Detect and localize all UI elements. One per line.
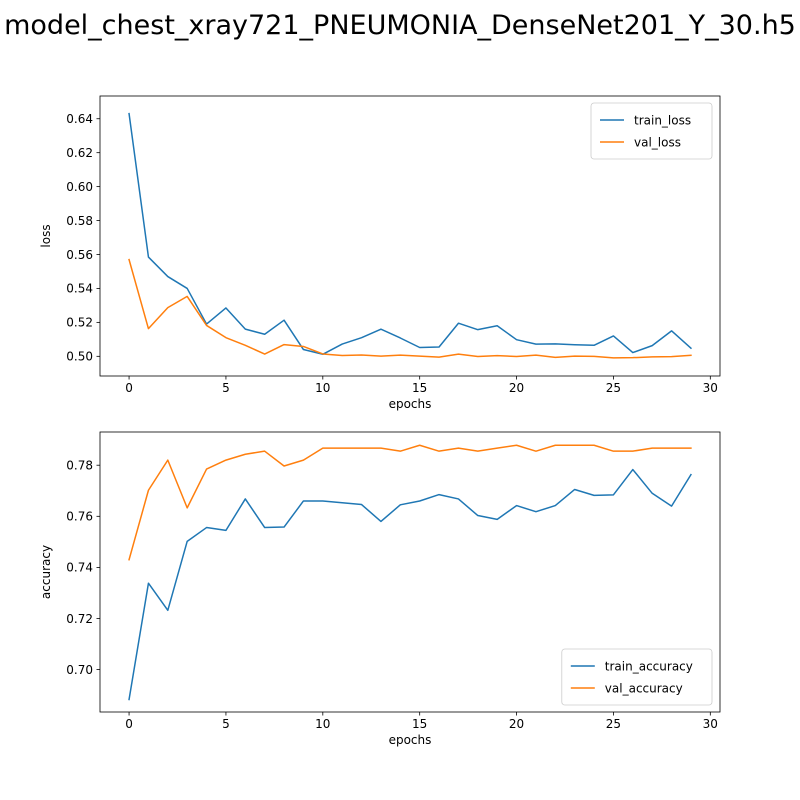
x-tick-label: 10	[315, 717, 330, 731]
series-line-val_loss	[128, 258, 692, 359]
series-line-train_accuracy	[128, 468, 692, 701]
y-tick-label: 0.70	[66, 663, 93, 677]
legend-label-train_loss: train_loss	[634, 113, 691, 127]
y-tick-label: 0.74	[66, 561, 93, 575]
axes-frame	[99, 95, 721, 377]
y-tick-label: 0.52	[66, 316, 93, 330]
axes-frame	[99, 431, 721, 713]
y-axis-label: loss	[39, 224, 53, 247]
y-tick-label: 0.54	[66, 282, 93, 296]
legend: train_accuracy val_accuracy	[561, 648, 713, 706]
y-tick-label: 0.64	[66, 112, 93, 126]
x-tick-label: 25	[606, 717, 621, 731]
x-tick-label: 25	[606, 381, 621, 395]
x-tick-label: 30	[703, 381, 718, 395]
legend-box	[590, 102, 713, 160]
figure-title: model_chest_xray721_PNEUMONIA_DenseNet20…	[4, 10, 796, 41]
x-tick-label: 5	[222, 381, 230, 395]
x-tick-label: 20	[509, 717, 524, 731]
x-tick-label: 0	[125, 381, 133, 395]
x-axis-label: epochs	[389, 733, 432, 747]
x-tick-label: 5	[222, 717, 230, 731]
legend: train_loss val_loss	[590, 102, 713, 160]
y-tick-label: 0.50	[66, 350, 93, 364]
x-tick-label: 15	[412, 381, 427, 395]
series-line-train_loss	[128, 112, 692, 356]
y-tick-label: 0.72	[66, 612, 93, 626]
x-axis-label: epochs	[389, 397, 432, 411]
y-tick-label: 0.56	[66, 248, 93, 262]
y-axis-label: accuracy	[39, 545, 53, 599]
chart-accuracy: 0 5 10 15 20 25 30 0.70 0.72 0.74 0.76 0.78 epochs ac…	[39, 431, 721, 747]
chart-loss: 0 5 10 15 20 25 30 0.50 0.52 0.54 0.56 0.58 0.60 0.62…	[39, 95, 721, 411]
y-tick-label: 0.62	[66, 146, 93, 160]
x-tick-label: 15	[412, 717, 427, 731]
y-tick-label: 0.60	[66, 180, 93, 194]
legend-box	[561, 648, 713, 706]
series-line-val_accuracy	[128, 444, 692, 561]
y-tick-label: 0.58	[66, 214, 93, 228]
x-tick-label: 30	[703, 717, 718, 731]
x-tick-label: 0	[125, 717, 133, 731]
y-tick-label: 0.76	[66, 510, 93, 524]
legend-label-train_accuracy: train_accuracy	[605, 659, 693, 673]
y-tick-label: 0.78	[66, 459, 93, 473]
x-tick-label: 10	[315, 381, 330, 395]
legend-label-val_accuracy: val_accuracy	[605, 681, 683, 695]
legend-label-val_loss: val_loss	[634, 135, 681, 149]
x-tick-label: 20	[509, 381, 524, 395]
